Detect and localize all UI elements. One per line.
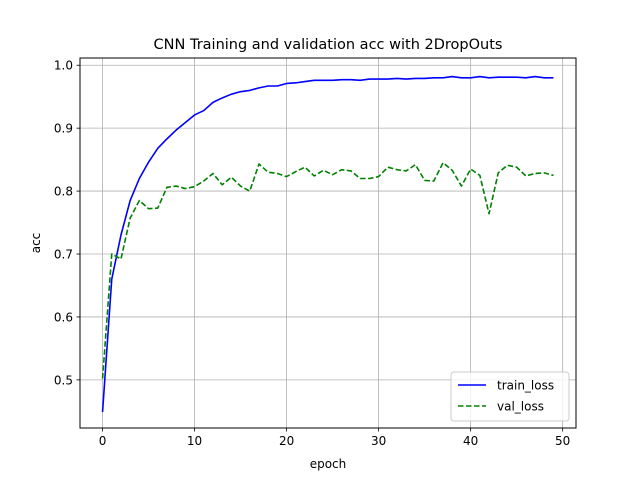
chart-title: CNN Training and validation acc with 2Dr… <box>154 37 503 53</box>
x-tick-label: 20 <box>279 434 294 448</box>
x-axis-title: epoch <box>310 457 347 471</box>
x-tick-label: 30 <box>371 434 386 448</box>
x-tick-label: 40 <box>463 434 478 448</box>
y-tick-label: 0.8 <box>54 185 73 199</box>
y-tick-label: 0.6 <box>54 310 73 324</box>
ticks: 0 10 20 30 40 50 0.5 0.6 0.7 0.8 0.9 1.0 <box>54 59 570 448</box>
legend: train_loss val_loss <box>450 371 570 422</box>
plot-frame <box>79 57 577 429</box>
series-layer <box>101 75 554 413</box>
y-tick-label: 1.0 <box>54 59 73 73</box>
legend-label-val-loss: val_loss <box>497 400 544 414</box>
series-line-train-loss <box>101 75 554 413</box>
legend-label-train-loss: train_loss <box>497 379 554 393</box>
x-tick-label: 50 <box>555 434 570 448</box>
y-tick-label: 0.9 <box>54 122 73 136</box>
x-tick-label: 10 <box>187 434 202 448</box>
y-tick-label: 0.5 <box>54 373 73 387</box>
y-tick-label: 0.7 <box>54 248 73 262</box>
x-tick-label: 0 <box>99 434 107 448</box>
y-axis-title: acc <box>29 233 43 254</box>
series-line-val-loss <box>101 161 554 379</box>
